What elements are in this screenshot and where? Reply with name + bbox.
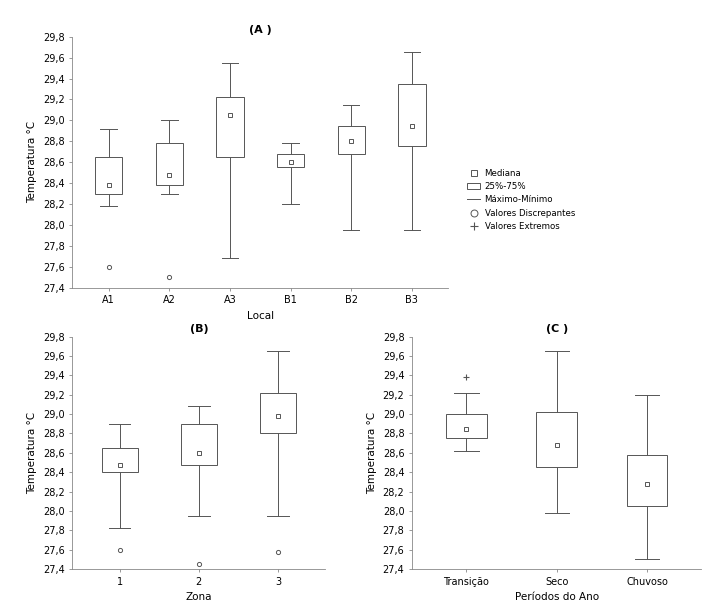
Bar: [277, 154, 304, 168]
Title: (C ): (C ): [546, 324, 568, 334]
Bar: [446, 414, 487, 438]
Bar: [260, 393, 296, 433]
Bar: [338, 125, 365, 154]
Y-axis label: Temperatura °C: Temperatura °C: [27, 121, 38, 203]
Bar: [398, 84, 426, 146]
Title: (B): (B): [189, 324, 208, 334]
Bar: [181, 424, 217, 465]
Y-axis label: Temperatura °C: Temperatura °C: [367, 412, 377, 494]
Bar: [627, 455, 667, 506]
Bar: [102, 448, 137, 472]
Bar: [95, 157, 122, 193]
X-axis label: Zona: Zona: [186, 592, 212, 602]
Bar: [536, 412, 577, 468]
Y-axis label: Temperatura °C: Temperatura °C: [27, 412, 38, 494]
X-axis label: Local: Local: [247, 311, 274, 321]
Legend: Mediana, 25%-75%, Máximo-Mínimo, Valores Discrepantes, Valores Extremos: Mediana, 25%-75%, Máximo-Mínimo, Valores…: [464, 165, 578, 234]
Bar: [216, 97, 244, 157]
Title: (A ): (A ): [249, 24, 272, 34]
Bar: [155, 143, 183, 185]
X-axis label: Períodos do Ano: Períodos do Ano: [515, 592, 599, 602]
